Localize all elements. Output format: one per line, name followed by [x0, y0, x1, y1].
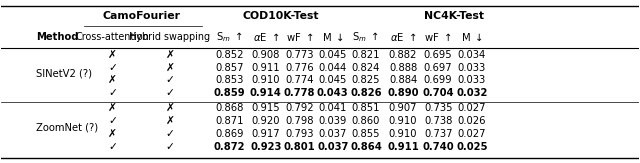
Text: ✗: ✗ — [108, 129, 117, 139]
Text: M $\downarrow$: M $\downarrow$ — [322, 31, 344, 43]
Text: 0.037: 0.037 — [319, 129, 347, 139]
Text: 0.917: 0.917 — [252, 129, 280, 139]
Text: 0.027: 0.027 — [458, 129, 486, 139]
Text: 0.824: 0.824 — [352, 63, 380, 73]
Text: 0.043: 0.043 — [317, 88, 349, 98]
Text: $\alpha$E $\uparrow$: $\alpha$E $\uparrow$ — [253, 31, 279, 43]
Text: 0.740: 0.740 — [422, 142, 454, 152]
Text: 0.882: 0.882 — [389, 50, 417, 60]
Text: COD10K-Test: COD10K-Test — [243, 11, 319, 21]
Text: CamoFourier: CamoFourier — [102, 11, 180, 21]
Text: 0.041: 0.041 — [319, 103, 347, 113]
Text: 0.852: 0.852 — [215, 50, 244, 60]
Text: 0.032: 0.032 — [456, 88, 488, 98]
Text: 0.697: 0.697 — [424, 63, 452, 73]
Text: 0.792: 0.792 — [285, 103, 314, 113]
Text: 0.044: 0.044 — [319, 63, 347, 73]
Text: ✓: ✓ — [108, 142, 117, 152]
Text: 0.920: 0.920 — [252, 116, 280, 126]
Text: 0.825: 0.825 — [352, 75, 380, 85]
Text: 0.704: 0.704 — [422, 88, 454, 98]
Text: ✗: ✗ — [166, 50, 174, 60]
Text: 0.798: 0.798 — [285, 116, 314, 126]
Text: Cross-attention: Cross-attention — [76, 32, 149, 42]
Text: ✓: ✓ — [108, 88, 117, 98]
Text: ✗: ✗ — [166, 63, 174, 73]
Text: 0.908: 0.908 — [252, 50, 280, 60]
Text: 0.045: 0.045 — [319, 75, 347, 85]
Text: 0.910: 0.910 — [388, 116, 417, 126]
Text: Hybrid swapping: Hybrid swapping — [129, 32, 211, 42]
Text: 0.853: 0.853 — [215, 75, 243, 85]
Text: 0.826: 0.826 — [350, 88, 382, 98]
Text: 0.045: 0.045 — [319, 50, 347, 60]
Text: ✗: ✗ — [166, 103, 174, 113]
Text: 0.033: 0.033 — [458, 63, 486, 73]
Text: ✓: ✓ — [166, 142, 174, 152]
Text: 0.801: 0.801 — [284, 142, 316, 152]
Text: 0.033: 0.033 — [458, 75, 486, 85]
Text: wF $\uparrow$: wF $\uparrow$ — [424, 31, 452, 43]
Text: 0.868: 0.868 — [215, 103, 243, 113]
Text: 0.860: 0.860 — [352, 116, 380, 126]
Text: 0.884: 0.884 — [389, 75, 417, 85]
Text: 0.039: 0.039 — [319, 116, 347, 126]
Text: 0.923: 0.923 — [250, 142, 282, 152]
Text: 0.890: 0.890 — [387, 88, 419, 98]
Text: S$_m$ $\uparrow$: S$_m$ $\uparrow$ — [216, 30, 243, 44]
Text: 0.855: 0.855 — [352, 129, 380, 139]
Text: ✗: ✗ — [108, 103, 117, 113]
Text: wF $\uparrow$: wF $\uparrow$ — [286, 31, 313, 43]
Text: 0.027: 0.027 — [458, 103, 486, 113]
Text: 0.735: 0.735 — [424, 103, 452, 113]
Text: 0.793: 0.793 — [285, 129, 314, 139]
Text: 0.864: 0.864 — [350, 142, 382, 152]
Text: ZoomNet (?): ZoomNet (?) — [36, 122, 98, 133]
Text: 0.776: 0.776 — [285, 63, 314, 73]
Text: ✗: ✗ — [108, 50, 117, 60]
Text: 0.857: 0.857 — [215, 63, 244, 73]
Text: Method: Method — [36, 32, 78, 42]
Text: 0.773: 0.773 — [285, 50, 314, 60]
Text: 0.911: 0.911 — [252, 63, 280, 73]
Text: 0.778: 0.778 — [284, 88, 316, 98]
Text: 0.737: 0.737 — [424, 129, 452, 139]
Text: NC4K-Test: NC4K-Test — [424, 11, 484, 21]
Text: ✗: ✗ — [108, 75, 117, 85]
Text: 0.738: 0.738 — [424, 116, 452, 126]
Text: 0.911: 0.911 — [387, 142, 419, 152]
Text: 0.910: 0.910 — [252, 75, 280, 85]
Text: 0.025: 0.025 — [456, 142, 488, 152]
Text: 0.034: 0.034 — [458, 50, 486, 60]
Text: ✓: ✓ — [166, 129, 174, 139]
Text: 0.695: 0.695 — [424, 50, 452, 60]
Text: 0.821: 0.821 — [352, 50, 380, 60]
Text: 0.915: 0.915 — [252, 103, 280, 113]
Text: M $\downarrow$: M $\downarrow$ — [461, 31, 483, 43]
Text: 0.774: 0.774 — [285, 75, 314, 85]
Text: ✓: ✓ — [166, 75, 174, 85]
Text: ✗: ✗ — [166, 116, 174, 126]
Text: SINetV2 (?): SINetV2 (?) — [36, 69, 92, 79]
Text: 0.026: 0.026 — [458, 116, 486, 126]
Text: 0.872: 0.872 — [214, 142, 245, 152]
Text: 0.851: 0.851 — [352, 103, 380, 113]
Text: 0.907: 0.907 — [388, 103, 417, 113]
Text: 0.859: 0.859 — [214, 88, 245, 98]
Text: ✓: ✓ — [108, 63, 117, 73]
Text: 0.914: 0.914 — [250, 88, 282, 98]
Text: $\alpha$E $\uparrow$: $\alpha$E $\uparrow$ — [390, 31, 416, 43]
Text: 0.869: 0.869 — [215, 129, 244, 139]
Text: 0.699: 0.699 — [424, 75, 452, 85]
Text: 0.871: 0.871 — [215, 116, 244, 126]
Text: 0.037: 0.037 — [317, 142, 348, 152]
Text: ✓: ✓ — [166, 88, 174, 98]
Text: ✓: ✓ — [108, 116, 117, 126]
Text: S$_m$ $\uparrow$: S$_m$ $\uparrow$ — [353, 30, 380, 44]
Text: 0.910: 0.910 — [388, 129, 417, 139]
Text: 0.888: 0.888 — [389, 63, 417, 73]
